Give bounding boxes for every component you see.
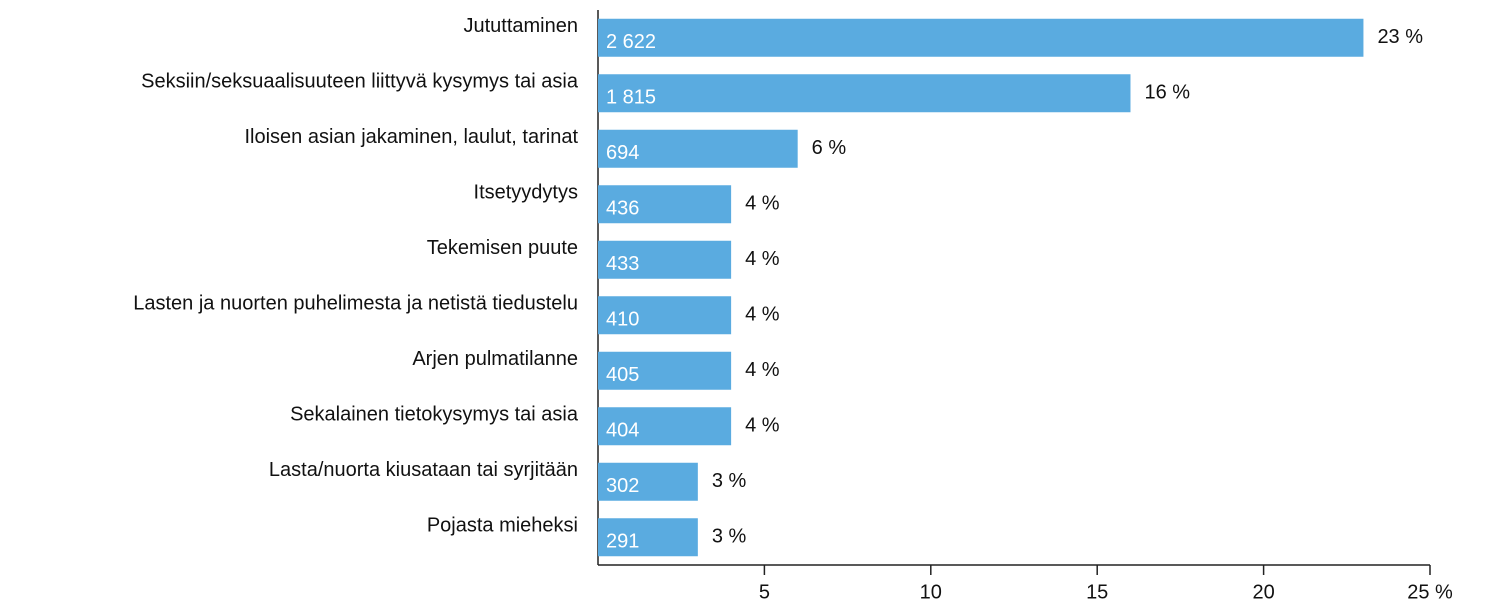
value-label: 23 % (1377, 26, 1423, 48)
bar (598, 518, 698, 557)
value-label: 4 % (745, 359, 780, 381)
bar (598, 240, 732, 279)
count-label: 2 622 (606, 31, 656, 53)
y-tick-label: Itsetyydytys (474, 182, 578, 204)
y-tick-label: Seksiin/seksuaalisuuteen liittyvä kysymy… (141, 71, 579, 93)
bar (598, 296, 732, 335)
y-tick-label: Lasta/nuorta kiusataan tai syrjitään (269, 459, 578, 481)
count-label: 1 815 (606, 87, 656, 109)
count-label: 436 (606, 198, 639, 220)
y-tick-label: Tekemisen puute (427, 237, 578, 259)
value-label: 6 % (812, 137, 847, 159)
y-tick-label: Jututtaminen (463, 15, 578, 37)
y-tick-label: Pojasta mieheksi (427, 515, 578, 537)
value-label: 3 % (712, 526, 747, 548)
value-label: 4 % (745, 193, 780, 215)
count-label: 291 (606, 531, 639, 553)
value-label: 4 % (745, 248, 780, 270)
count-label: 302 (606, 475, 639, 497)
value-label: 16 % (1144, 82, 1190, 104)
count-label: 404 (606, 420, 639, 442)
count-label: 694 (606, 142, 639, 164)
count-label: 433 (606, 253, 639, 275)
bar (598, 351, 732, 390)
bar (598, 18, 1364, 57)
bar (598, 74, 1131, 113)
bar (598, 407, 732, 446)
y-tick-label: Arjen pulmatilanne (412, 348, 578, 370)
x-tick-label: 10 (920, 581, 942, 603)
bar (598, 129, 798, 168)
count-label: 405 (606, 364, 639, 386)
x-tick-label: 20 (1252, 581, 1274, 603)
x-tick-label: 5 (759, 581, 770, 603)
x-tick-label: 15 (1086, 581, 1108, 603)
y-tick-label: Sekalainen tietokysymys tai asia (290, 404, 579, 426)
bar (598, 185, 732, 224)
value-label: 3 % (712, 470, 747, 492)
x-tick-label: 25 % (1407, 581, 1453, 603)
bar (598, 462, 698, 501)
y-tick-label: Lasten ja nuorten puhelimesta ja netistä… (133, 293, 578, 315)
count-label: 410 (606, 309, 639, 331)
value-label: 4 % (745, 304, 780, 326)
value-label: 4 % (745, 415, 780, 437)
y-tick-label: Iloisen asian jakaminen, laulut, tarinat (244, 126, 578, 148)
